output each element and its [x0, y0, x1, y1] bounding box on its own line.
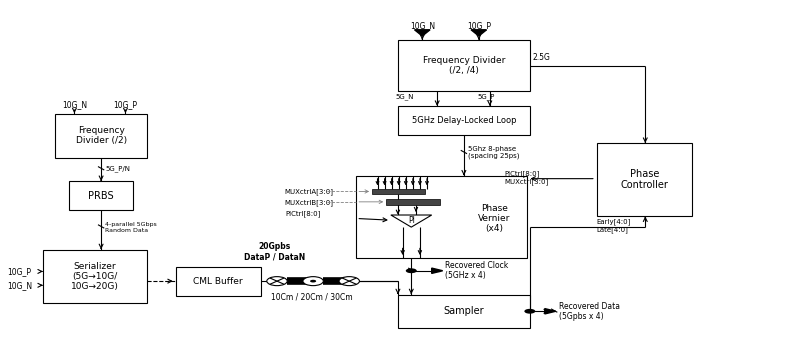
Polygon shape: [545, 309, 556, 314]
Circle shape: [267, 277, 287, 285]
Bar: [386, 199, 440, 205]
Text: Sampler: Sampler: [444, 306, 484, 316]
Circle shape: [406, 268, 417, 273]
Text: 4-parallel 5Gbps
Random Data: 4-parallel 5Gbps Random Data: [105, 222, 157, 232]
FancyBboxPatch shape: [176, 267, 261, 296]
Text: 10G_N: 10G_N: [61, 101, 87, 109]
Text: MUXctrlA[3:0]: MUXctrlA[3:0]: [284, 188, 333, 195]
Polygon shape: [432, 268, 443, 273]
Text: Phase
Vernier
(x4): Phase Vernier (x4): [478, 203, 511, 233]
Text: 10G_P: 10G_P: [113, 101, 137, 109]
FancyBboxPatch shape: [398, 106, 530, 135]
Text: CML Buffer: CML Buffer: [193, 277, 243, 286]
FancyBboxPatch shape: [398, 295, 530, 327]
Text: 2.5G: 2.5G: [532, 53, 550, 62]
Text: 20Gpbs
DataP / DataN: 20Gpbs DataP / DataN: [244, 242, 305, 262]
Circle shape: [524, 309, 535, 314]
FancyBboxPatch shape: [43, 250, 147, 303]
Text: Recovered Data
(5Gpbs x 4): Recovered Data (5Gpbs x 4): [559, 302, 620, 321]
FancyBboxPatch shape: [69, 181, 133, 210]
Text: 5Ghz 8-phase
(spacing 25ps): 5Ghz 8-phase (spacing 25ps): [468, 146, 519, 159]
Polygon shape: [391, 215, 432, 227]
Text: Frequency Divider
(/2, /4): Frequency Divider (/2, /4): [422, 56, 505, 75]
Bar: [372, 189, 426, 194]
Circle shape: [310, 280, 316, 282]
FancyBboxPatch shape: [597, 143, 693, 216]
Text: MUXctrlB[3:0]: MUXctrlB[3:0]: [284, 199, 333, 206]
Text: 5GHz Delay-Locked Loop: 5GHz Delay-Locked Loop: [411, 116, 516, 125]
Text: 10Cm / 20Cm / 30Cm: 10Cm / 20Cm / 30Cm: [271, 293, 352, 302]
FancyBboxPatch shape: [398, 40, 530, 91]
FancyBboxPatch shape: [55, 113, 147, 158]
FancyBboxPatch shape: [356, 176, 527, 258]
Text: 10G_N: 10G_N: [410, 22, 435, 30]
Text: 5G_P: 5G_P: [478, 94, 495, 100]
Text: Phase
Controller: Phase Controller: [620, 169, 668, 191]
Text: PRBS: PRBS: [88, 191, 114, 201]
Text: Serializer
(5G→10G/
10G→20G): Serializer (5G→10G/ 10G→20G): [71, 261, 119, 291]
Text: 5G_P/N: 5G_P/N: [105, 165, 130, 172]
Text: 10G_P: 10G_P: [466, 22, 491, 30]
Polygon shape: [414, 30, 430, 36]
Text: PICtrl[8:0]
MUXctrl[3:0]: PICtrl[8:0] MUXctrl[3:0]: [504, 171, 548, 185]
Text: Early[4:0]
Late[4:0]: Early[4:0] Late[4:0]: [597, 218, 631, 233]
Circle shape: [339, 277, 359, 285]
Text: 10G_P: 10G_P: [8, 267, 32, 276]
Circle shape: [303, 277, 323, 285]
Text: 5G_N: 5G_N: [396, 94, 414, 100]
Text: Recovered Clock
(5GHz x 4): Recovered Clock (5GHz x 4): [445, 261, 508, 281]
Text: PICtrl[8:0]: PICtrl[8:0]: [285, 210, 321, 217]
Polygon shape: [471, 30, 486, 36]
Text: 10G_N: 10G_N: [8, 281, 33, 290]
Text: PI: PI: [408, 216, 414, 225]
Text: Frequency
Divider (/2): Frequency Divider (/2): [76, 126, 127, 146]
